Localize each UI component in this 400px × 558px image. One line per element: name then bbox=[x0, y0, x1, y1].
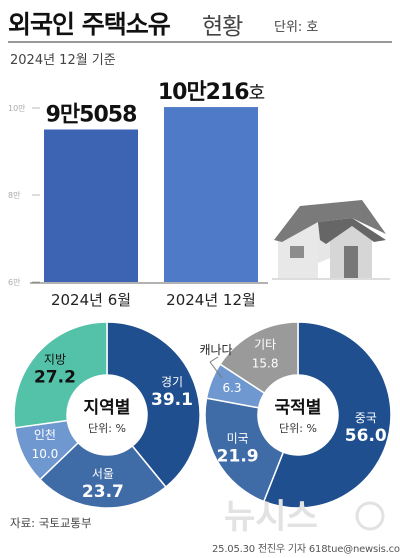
donut-slice bbox=[204, 397, 285, 503]
slice-value: 27.2 bbox=[34, 368, 76, 388]
callout-label: 캐나다 bbox=[199, 343, 232, 357]
bar-chart: 10만 8만 6만 9만5058 2024년 6월 10만216호 2024년 12월 bbox=[8, 80, 268, 309]
title-main: 외국인 주택소유 bbox=[8, 10, 171, 39]
source-note: 자료: 국토교통부 bbox=[10, 516, 92, 530]
logo-circle bbox=[355, 501, 385, 531]
bar-value-label: 9만5058 bbox=[46, 102, 137, 127]
donut-slice bbox=[106, 321, 201, 489]
donut-slice bbox=[262, 321, 392, 509]
slice-label: 중국 bbox=[355, 411, 377, 425]
x-category-label: 2024년 12월 bbox=[166, 291, 256, 309]
slice-value: 10.0 bbox=[32, 447, 59, 461]
donut-hole bbox=[259, 376, 337, 454]
callout-line bbox=[209, 356, 219, 363]
x-category-label: 2024년 6월 bbox=[51, 291, 131, 309]
slice-value: 6.3 bbox=[222, 381, 241, 395]
slice-value: 39.1 bbox=[151, 390, 193, 410]
slice-label: 서울 bbox=[92, 467, 114, 481]
callout-line bbox=[209, 361, 223, 379]
bar bbox=[164, 107, 258, 283]
house-door bbox=[344, 246, 358, 278]
slice-value: 23.7 bbox=[82, 482, 124, 502]
y-tick-label: 10만 bbox=[8, 104, 26, 113]
newsis-logo: 뉴시스 bbox=[224, 498, 385, 536]
donut-hole bbox=[68, 376, 146, 454]
house-roof bbox=[274, 200, 386, 242]
house-icon bbox=[272, 200, 390, 280]
donut-center-title: 지역별 bbox=[84, 398, 131, 418]
y-tick-label: 6만 bbox=[8, 278, 21, 287]
slice-label: 인천 bbox=[34, 427, 56, 442]
credit-line: 25.05.30 전진우 기자 618tue@newsis.com bbox=[212, 544, 400, 555]
donut-slice bbox=[38, 441, 167, 509]
donut-slice bbox=[13, 321, 108, 429]
title-sub: 현황 bbox=[202, 14, 243, 40]
donut-slice bbox=[219, 321, 299, 395]
bar-value-label: 10만216호 bbox=[158, 80, 265, 105]
slice-label: 미국 bbox=[227, 431, 249, 445]
slice-label: 기타 bbox=[254, 337, 276, 351]
house-roof-front bbox=[318, 218, 386, 244]
unit-label: 단위: 호 bbox=[274, 20, 319, 35]
slice-value: 56.0 bbox=[345, 426, 387, 446]
slice-label: 경기 bbox=[161, 375, 183, 389]
logo-text: 뉴시스 bbox=[224, 498, 318, 536]
donut-center-unit: 단위: % bbox=[88, 422, 126, 435]
bar bbox=[44, 129, 138, 282]
date-note: 2024년 12월 기준 bbox=[10, 53, 116, 68]
y-tick-label: 8만 bbox=[8, 191, 21, 200]
slice-value: 21.9 bbox=[217, 446, 259, 466]
donut-center-title: 국적별 bbox=[275, 398, 322, 418]
slice-value: 15.8 bbox=[252, 356, 279, 370]
slice-label: 지방 bbox=[44, 353, 66, 367]
house-window bbox=[290, 246, 304, 258]
donut-center-unit: 단위: % bbox=[279, 422, 317, 435]
